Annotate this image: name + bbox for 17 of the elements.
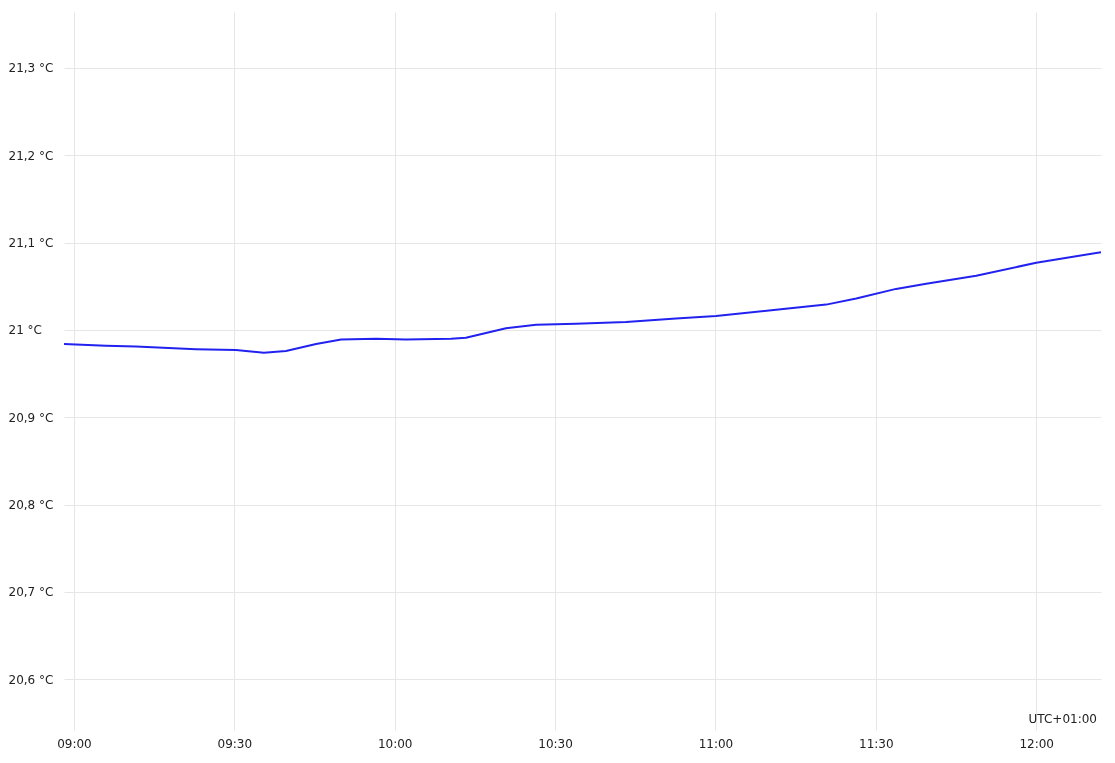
line-series bbox=[64, 251, 1101, 354]
y-tick-label: 20,9 °C bbox=[8, 410, 54, 425]
x-tick-label: 11:00 bbox=[698, 736, 734, 751]
y-tick-label: 20,8 °C bbox=[8, 498, 54, 513]
x-tick-label: 10:00 bbox=[377, 736, 413, 751]
x-tick-label: 10:30 bbox=[538, 736, 573, 751]
y-tick-label: 21,2 °C bbox=[8, 148, 54, 163]
y-tick-label: 20,7 °C bbox=[8, 585, 54, 600]
y-tick-label: 21,1 °C bbox=[8, 236, 54, 251]
x-tick-label: 09:30 bbox=[217, 736, 253, 751]
y-tick-label: 20,6 °C bbox=[8, 672, 54, 687]
y-tick-label: 21,3 °C bbox=[8, 61, 54, 76]
x-tick-label: 09:00 bbox=[57, 736, 92, 751]
annotation: UTC+01:00 bbox=[1028, 712, 1097, 726]
x-tick-label: 11:30 bbox=[859, 736, 894, 751]
x-tick-label: 12:00 bbox=[1019, 736, 1054, 751]
y-tick-label: 21 °C bbox=[8, 323, 42, 338]
